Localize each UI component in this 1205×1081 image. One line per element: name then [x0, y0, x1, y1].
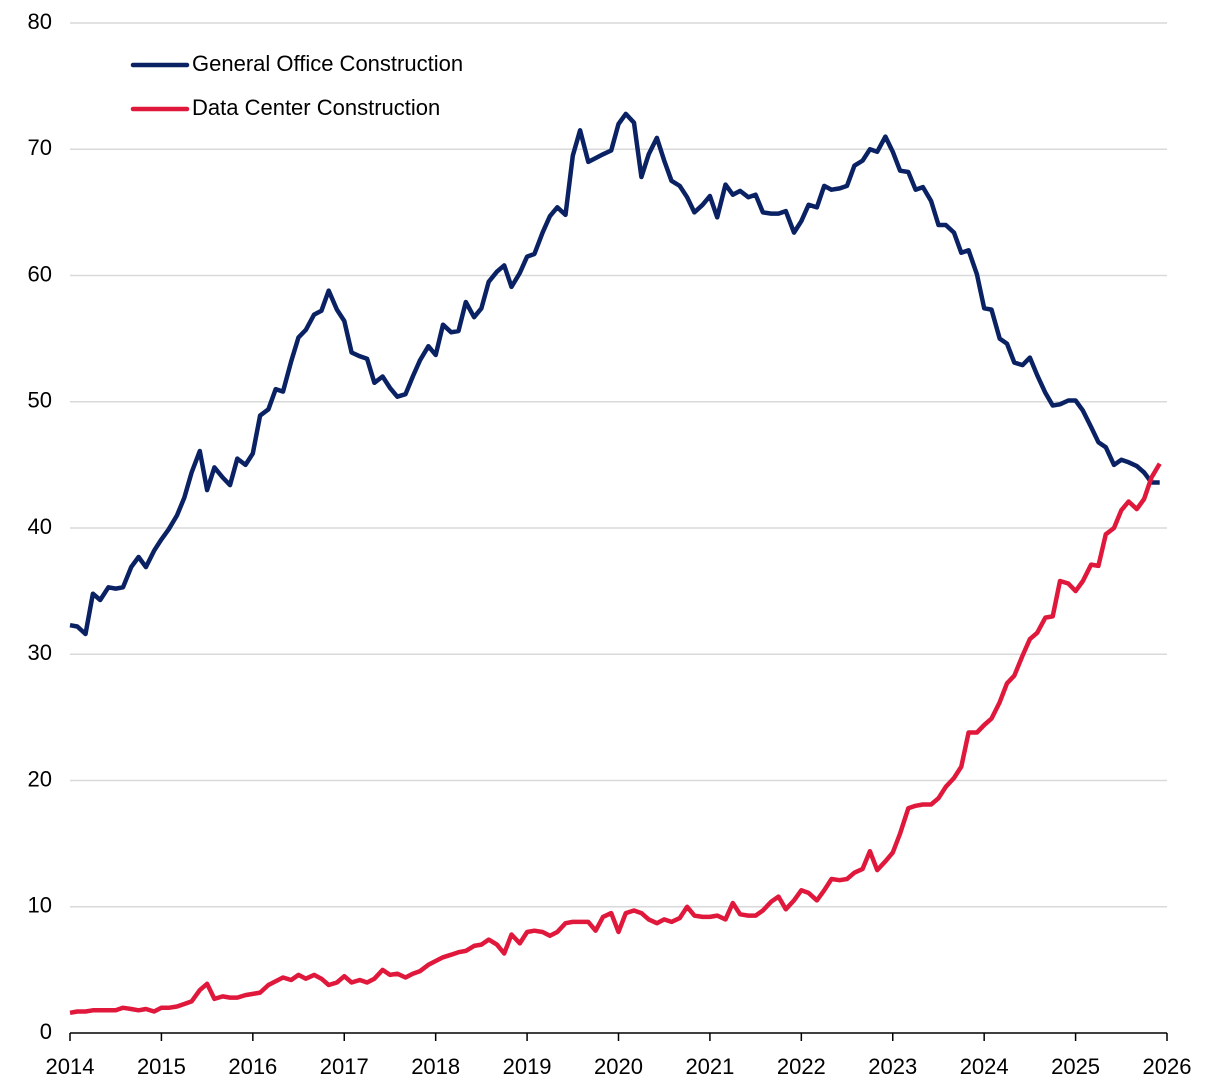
legend-label: General Office Construction [192, 51, 463, 76]
legend-label: Data Center Construction [192, 95, 440, 120]
y-tick-label: 0 [40, 1019, 52, 1044]
y-tick-label: 80 [28, 9, 52, 34]
x-tick-label: 2023 [868, 1054, 917, 1079]
series-line [69, 111, 1160, 637]
y-tick-label: 70 [28, 135, 52, 160]
x-tick-label: 2024 [960, 1054, 1009, 1079]
y-tick-label: 60 [28, 261, 52, 286]
x-tick-label: 2017 [320, 1054, 369, 1079]
x-tick-label: 2025 [1051, 1054, 1100, 1079]
series-line [69, 462, 1162, 1016]
y-tick-label: 20 [28, 766, 52, 791]
x-tick-label: 2018 [411, 1054, 460, 1079]
x-tick-label: 2019 [503, 1054, 552, 1079]
x-tick-label: 2026 [1143, 1054, 1192, 1079]
y-tick-label: 50 [28, 388, 52, 413]
x-tick-label: 2020 [594, 1054, 643, 1079]
x-tick-label: 2014 [46, 1054, 95, 1079]
x-tick-label: 2021 [685, 1054, 734, 1079]
y-tick-label: 30 [28, 640, 52, 665]
y-tick-label: 40 [28, 514, 52, 539]
y-tick-label: 10 [28, 893, 52, 918]
x-tick-label: 2016 [228, 1054, 277, 1079]
x-tick-label: 2015 [137, 1054, 186, 1079]
x-tick-label: 2022 [777, 1054, 826, 1079]
